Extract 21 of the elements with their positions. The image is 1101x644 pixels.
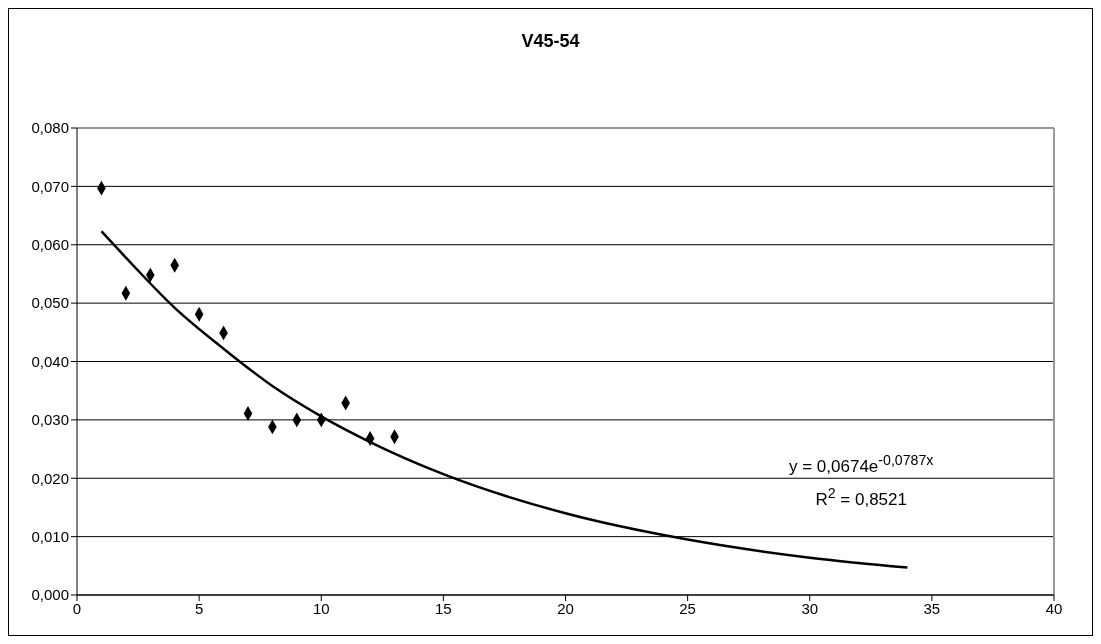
x-tick-label: 20 (557, 599, 574, 617)
y-tick-label: 0,070 (31, 177, 69, 195)
y-tick-label: 0,080 (31, 119, 69, 137)
y-tick-label: 0,060 (31, 236, 69, 254)
y-tick-label: 0,000 (31, 586, 69, 604)
x-tick-label: 35 (923, 599, 941, 617)
x-tick-label: 25 (679, 599, 696, 617)
x-tick-label: 15 (435, 599, 452, 617)
y-tick-label: 0,020 (31, 469, 69, 487)
y-tick-label: 0,040 (31, 352, 69, 370)
x-tick-label: 30 (801, 599, 819, 617)
annotation: y = 0,0674e$^{-0,0787x}$ (789, 451, 934, 478)
x-tick-label: 40 (1045, 599, 1063, 617)
y-tick-label: 0,010 (31, 527, 69, 545)
annotation: R$^{2}$ = 0,8521 (814, 483, 908, 511)
x-tick-label: 5 (194, 599, 204, 617)
x-tick-label: 0 (72, 599, 82, 617)
x-tick-label: 10 (312, 599, 330, 617)
y-tick-label: 0,030 (31, 411, 69, 429)
y-tick-label: 0,050 (31, 294, 69, 312)
chart-title: V45-54 (520, 31, 581, 52)
